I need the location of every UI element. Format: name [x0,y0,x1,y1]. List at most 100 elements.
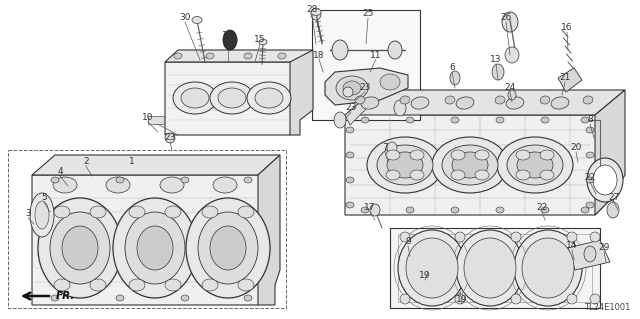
Ellipse shape [160,177,184,193]
Text: 18: 18 [313,50,324,60]
Ellipse shape [361,207,369,213]
Ellipse shape [181,295,189,301]
Ellipse shape [35,201,49,229]
Ellipse shape [38,198,122,298]
Text: 25: 25 [362,10,374,19]
Ellipse shape [346,177,354,183]
Text: 1: 1 [129,158,135,167]
Text: 7: 7 [382,144,388,152]
Ellipse shape [540,150,554,160]
Polygon shape [595,90,625,215]
Ellipse shape [210,82,254,114]
Ellipse shape [174,53,182,59]
Ellipse shape [30,193,54,237]
Ellipse shape [496,207,504,213]
Ellipse shape [343,87,353,97]
Text: 22: 22 [536,204,548,212]
Ellipse shape [54,206,70,218]
Ellipse shape [311,8,321,20]
Ellipse shape [244,53,252,59]
Ellipse shape [386,170,400,180]
Bar [390,228,600,308]
Ellipse shape [410,170,424,180]
Polygon shape [568,240,610,270]
Ellipse shape [210,226,246,270]
Polygon shape [345,90,625,115]
Ellipse shape [346,152,354,158]
Ellipse shape [387,152,423,178]
Ellipse shape [202,206,218,218]
Ellipse shape [586,202,594,208]
Ellipse shape [581,207,589,213]
Ellipse shape [451,170,465,180]
Ellipse shape [332,40,348,60]
Text: 23: 23 [164,133,176,143]
Text: 19: 19 [456,295,468,305]
Polygon shape [32,155,280,175]
Text: 26: 26 [500,13,512,23]
Ellipse shape [400,232,410,242]
Ellipse shape [507,145,563,185]
Ellipse shape [456,97,474,109]
Ellipse shape [586,152,594,158]
Ellipse shape [445,96,455,104]
Text: 12: 12 [222,32,234,41]
Ellipse shape [495,96,505,104]
Ellipse shape [387,142,397,154]
Ellipse shape [400,294,410,304]
Ellipse shape [540,170,554,180]
Ellipse shape [517,152,553,178]
Ellipse shape [186,198,270,298]
Text: 11: 11 [371,50,381,60]
Ellipse shape [607,202,619,218]
Ellipse shape [367,137,443,193]
Ellipse shape [511,232,521,242]
Ellipse shape [584,246,596,262]
Text: 27: 27 [608,194,620,203]
Ellipse shape [386,150,400,160]
Ellipse shape [129,206,145,218]
Polygon shape [165,62,300,135]
Ellipse shape [129,279,145,291]
Ellipse shape [116,177,124,183]
Ellipse shape [278,53,286,59]
Ellipse shape [223,30,237,50]
Text: 14: 14 [566,241,578,250]
Ellipse shape [255,88,283,108]
Ellipse shape [551,97,569,109]
Ellipse shape [496,117,504,123]
Polygon shape [165,50,313,62]
Ellipse shape [238,279,254,291]
Text: 23: 23 [346,103,356,113]
Text: 2: 2 [83,158,89,167]
Ellipse shape [238,206,254,218]
Ellipse shape [181,88,209,108]
Ellipse shape [541,207,549,213]
Ellipse shape [586,127,594,133]
Ellipse shape [259,39,267,45]
Ellipse shape [581,117,589,123]
Ellipse shape [497,137,573,193]
Bar [8,150,286,308]
Ellipse shape [451,117,459,123]
Text: 24: 24 [504,84,516,93]
Ellipse shape [587,158,623,202]
Ellipse shape [450,71,460,85]
Ellipse shape [406,207,414,213]
Ellipse shape [452,152,488,178]
Text: 17: 17 [364,204,376,212]
Ellipse shape [593,165,617,195]
Ellipse shape [90,279,106,291]
Text: 28: 28 [307,5,317,14]
Ellipse shape [590,294,600,304]
Ellipse shape [506,97,524,109]
Text: 30: 30 [179,13,191,23]
Ellipse shape [442,145,498,185]
Ellipse shape [54,279,70,291]
Ellipse shape [165,133,175,143]
Ellipse shape [516,170,530,180]
Ellipse shape [51,295,59,301]
Ellipse shape [334,112,346,128]
Polygon shape [325,68,408,105]
Ellipse shape [455,232,465,242]
